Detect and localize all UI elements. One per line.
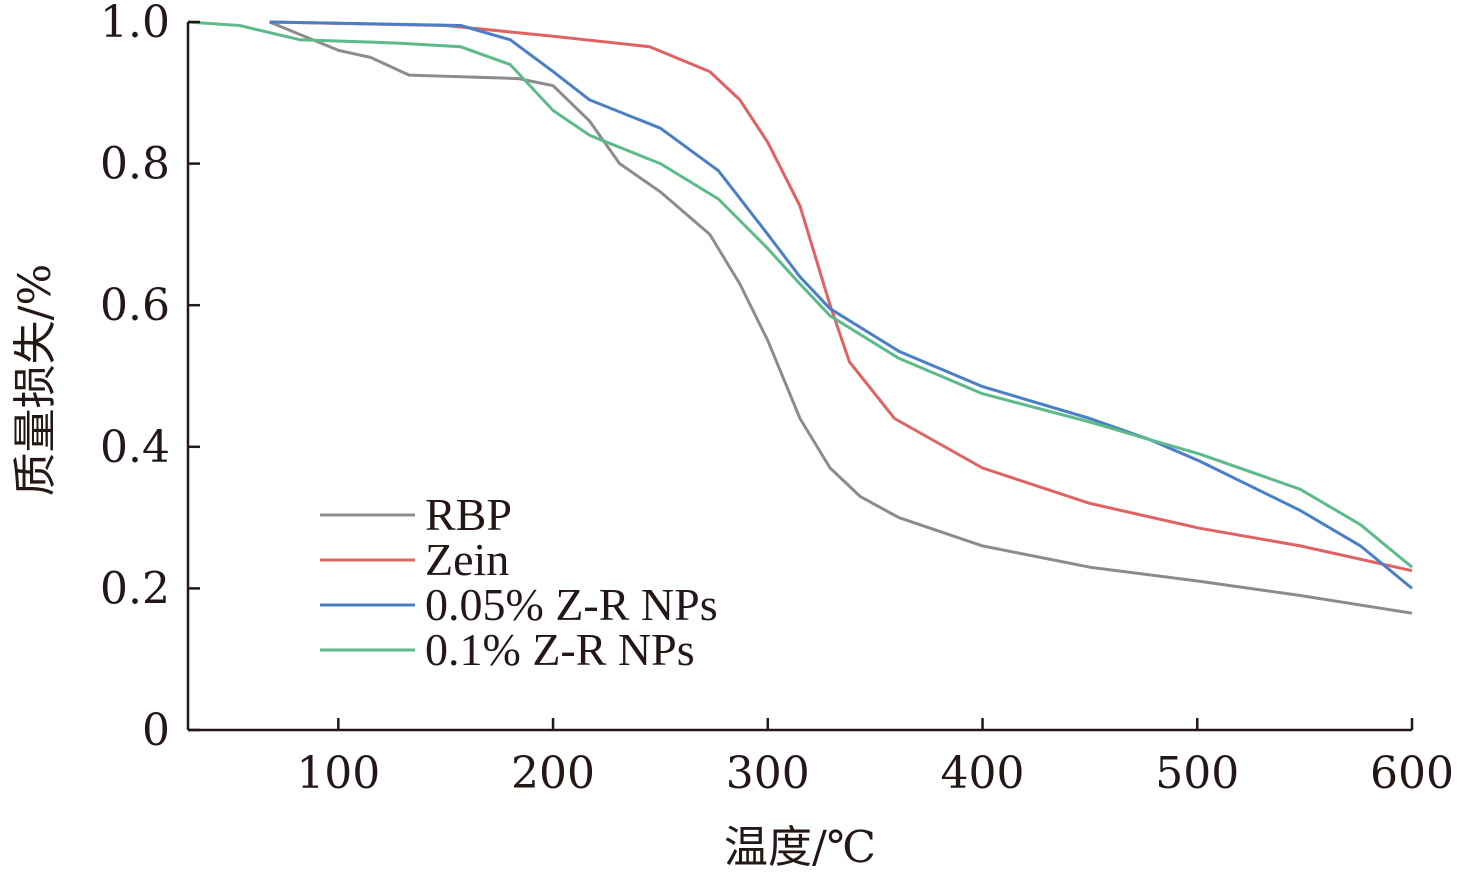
- series-line-0: [269, 20, 1413, 615]
- y-tick-label: 0.8: [100, 139, 170, 190]
- x-tick-label: 200: [511, 748, 595, 799]
- y-axis-label: 质量损失/%: [10, 264, 61, 497]
- series-line-2: [269, 20, 1413, 590]
- x-tick-label: 500: [1155, 748, 1239, 799]
- legend-label: 0.05% Z-R NPs: [425, 579, 718, 630]
- legend-label: 0.1% Z-R NPs: [425, 624, 695, 675]
- y-tick-label: 0: [142, 705, 170, 756]
- y-tick-label: 0.2: [100, 563, 170, 614]
- x-tick-label: 600: [1370, 748, 1454, 799]
- x-tick-label: 100: [296, 748, 380, 799]
- y-tick-label: 0.4: [100, 422, 170, 473]
- x-axis-label: 温度/℃: [724, 822, 876, 873]
- legend-label: RBP: [425, 489, 512, 540]
- x-tick-label: 400: [941, 748, 1025, 799]
- legend-label: Zein: [425, 534, 509, 585]
- x-tick-label: 300: [726, 748, 810, 799]
- axes: 100 200 300 400 500 600 0 0.2 0.4 0.6 0.8 1.0: [100, 0, 1454, 799]
- y-tick-label: 0.6: [100, 280, 170, 331]
- plot-area: [187, 20, 1413, 615]
- series-line-3: [187, 20, 1413, 569]
- y-tick-label: 1.0: [100, 0, 170, 48]
- series-line-1: [269, 20, 1413, 573]
